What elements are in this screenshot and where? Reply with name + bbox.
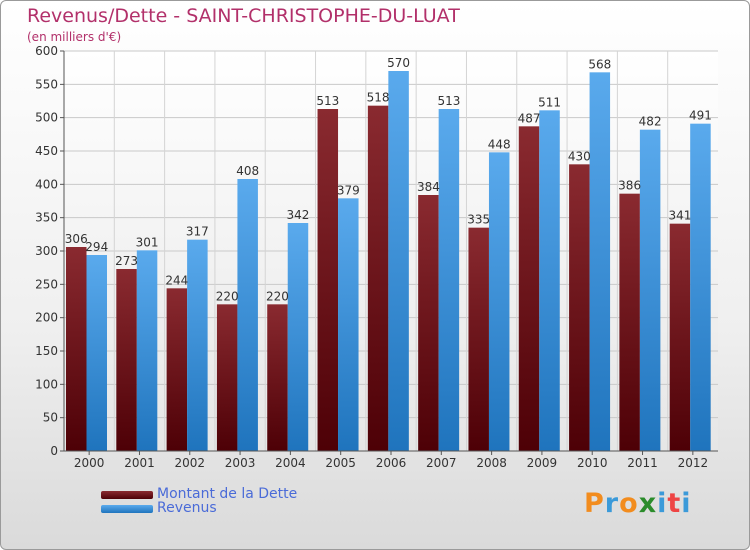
debt-value-label: 384 <box>417 180 440 194</box>
debt-bar <box>116 269 137 451</box>
revenue-bar <box>539 110 560 451</box>
revenue-bar <box>287 223 309 451</box>
x-tick-label: 2007 <box>426 456 457 470</box>
y-tick-label: 100 <box>35 377 58 391</box>
revenue-value-label: 294 <box>85 240 108 254</box>
revenue-bar <box>187 239 208 451</box>
debt-value-label: 244 <box>165 273 188 287</box>
debt-bar <box>418 195 439 451</box>
debt-value-label: 386 <box>618 179 641 193</box>
x-tick-label: 2006 <box>376 456 407 470</box>
logo-letter: x <box>638 488 658 519</box>
revenue-bar <box>488 152 510 452</box>
revenue-value-label: 513 <box>437 94 460 108</box>
revenue-bar <box>690 123 711 452</box>
revenue-bar <box>86 255 107 451</box>
debt-bar <box>468 227 489 451</box>
debt-value-label: 518 <box>367 91 390 105</box>
debt-bar <box>569 164 590 452</box>
chart-title: Revenus/Dette - SAINT-CHRISTOPHE-DU-LUAT <box>27 5 460 27</box>
y-tick-label: 150 <box>35 344 58 358</box>
x-tick-label: 2012 <box>678 456 709 470</box>
logo-letter: i <box>657 488 668 519</box>
y-tick-label: 450 <box>35 144 58 158</box>
revenue-value-label: 570 <box>387 56 410 70</box>
revenue-value-label: 448 <box>488 137 511 151</box>
revenue-value-label: 301 <box>136 235 159 249</box>
logo-letter: P <box>584 488 605 519</box>
debt-bar <box>367 105 389 452</box>
debt-value-label: 273 <box>115 254 138 268</box>
x-tick-label: 2005 <box>325 456 356 470</box>
y-tick-label: 0 <box>50 444 58 458</box>
bars <box>66 71 711 452</box>
debt-bar <box>166 288 188 451</box>
debt-value-label: 430 <box>568 149 591 163</box>
y-tick-label: 350 <box>35 211 58 225</box>
logo-letter: i <box>681 488 692 519</box>
debt-value-label: 220 <box>266 289 289 303</box>
y-tick-label: 400 <box>35 177 58 191</box>
y-tick-label: 50 <box>43 411 58 425</box>
revenue-value-label: 491 <box>689 109 712 123</box>
x-tick-label: 2004 <box>275 456 306 470</box>
y-tick-label: 250 <box>35 277 58 291</box>
y-tick-label: 550 <box>35 77 58 91</box>
y-tick-label: 500 <box>35 111 58 125</box>
legend-label-debt: Montant de la Dette <box>157 486 298 502</box>
revenue-bar <box>438 109 460 451</box>
revenue-bar <box>136 250 158 451</box>
debt-value-label: 306 <box>65 232 88 246</box>
debt-value-label: 335 <box>467 213 490 227</box>
y-tick-label: 600 <box>35 44 58 58</box>
revenue-value-label: 317 <box>186 225 209 239</box>
x-tick-label: 2009 <box>527 456 558 470</box>
revenue-bar <box>589 72 611 451</box>
debt-bar <box>669 223 691 451</box>
logo-letter: t <box>667 488 682 519</box>
legend-swatch-debt <box>101 491 153 499</box>
x-tick-label: 2011 <box>627 456 658 470</box>
y-tick-label: 200 <box>35 311 58 325</box>
revenue-value-label: 408 <box>236 164 259 178</box>
debt-value-label: 220 <box>216 289 239 303</box>
revenue-bar <box>388 71 409 451</box>
logo-letter: r <box>604 488 620 519</box>
debt-bar <box>317 109 339 451</box>
revenue-bar <box>237 179 258 451</box>
revenue-value-label: 482 <box>639 115 662 129</box>
x-tick-label: 2001 <box>124 456 155 470</box>
x-tick-label: 2003 <box>225 456 256 470</box>
debt-bar <box>267 304 288 451</box>
revenue-value-label: 379 <box>337 183 360 197</box>
chart-subtitle: (en milliers d'€) <box>27 30 122 44</box>
legend-label-revenue: Revenus <box>157 500 217 516</box>
revenue-value-label: 511 <box>538 95 561 109</box>
x-tick-label: 2008 <box>476 456 507 470</box>
y-tick-label: 300 <box>35 244 58 258</box>
axes: 0 50 100 150 200 250 300 350 400 450 500 550 600 2000… <box>35 44 718 470</box>
logo-letter: o <box>619 488 639 519</box>
debt-bar <box>518 126 540 451</box>
debt-bar <box>66 247 87 451</box>
debt-bar <box>619 193 640 451</box>
legend-swatch-revenue <box>101 505 153 513</box>
revenue-bar <box>338 198 359 451</box>
debt-value-label: 513 <box>316 94 339 108</box>
revenue-value-label: 342 <box>287 208 310 222</box>
proxiti-logo: Proxiti <box>584 488 692 519</box>
revenue-bar <box>639 129 661 451</box>
revenue-value-label: 568 <box>588 57 611 71</box>
debt-bar <box>216 304 238 451</box>
debt-value-label: 341 <box>668 209 691 223</box>
x-tick-label: 2000 <box>74 456 105 470</box>
debt-value-label: 487 <box>518 111 541 125</box>
x-tick-label: 2002 <box>174 456 205 470</box>
x-tick-label: 2010 <box>577 456 608 470</box>
